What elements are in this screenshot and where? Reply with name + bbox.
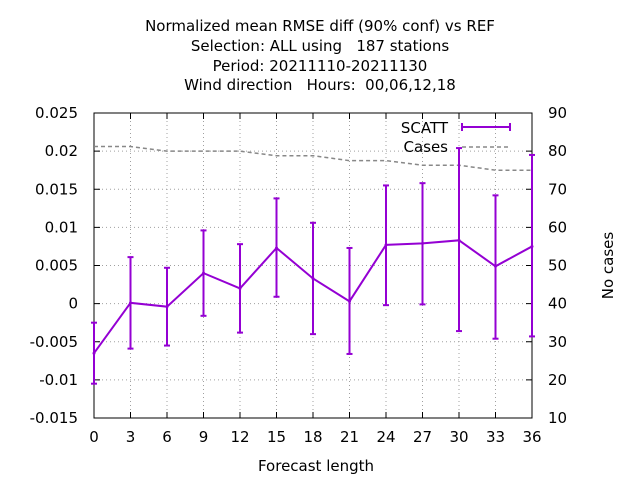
scatt-point bbox=[348, 299, 351, 303]
scatt-point bbox=[129, 301, 132, 305]
x-tick-label: 30 bbox=[449, 428, 468, 446]
x-tick-label: 9 bbox=[199, 428, 209, 446]
scatt-point bbox=[165, 305, 169, 309]
scatt-point bbox=[275, 246, 278, 250]
scatt-point bbox=[238, 286, 242, 290]
y2-tick-label: 60 bbox=[548, 218, 567, 236]
y-tick-label: 0.015 bbox=[35, 180, 78, 198]
x-tick-label: 24 bbox=[376, 428, 395, 446]
x-tick-label: 0 bbox=[89, 428, 99, 446]
legend-label-scatt: SCATT bbox=[401, 119, 449, 137]
y-tick-label: 0.025 bbox=[35, 104, 78, 122]
title-line-4: Wind direction Hours: 00,06,12,18 bbox=[184, 76, 456, 94]
y2-tick-label: 90 bbox=[548, 104, 567, 122]
scatt-point bbox=[421, 241, 424, 245]
y2-tick-label: 10 bbox=[548, 409, 567, 427]
y2-tick-label: 70 bbox=[548, 180, 567, 198]
y2-tick-label: 30 bbox=[548, 333, 567, 351]
x-tick-label: 33 bbox=[486, 428, 505, 446]
x-tick-label: 12 bbox=[230, 428, 249, 446]
title-line-3: Period: 20211110-20211130 bbox=[212, 57, 428, 75]
y-tick-label: 0.02 bbox=[45, 142, 78, 160]
legend-label-cases: Cases bbox=[403, 138, 448, 156]
y2-tick-label: 40 bbox=[548, 295, 567, 313]
scatt-point bbox=[311, 276, 315, 280]
y-tick-label: 0 bbox=[68, 295, 78, 313]
y-tick-label: -0.005 bbox=[30, 333, 78, 351]
scatt-point bbox=[92, 351, 96, 355]
y-tick-label: -0.015 bbox=[30, 409, 78, 427]
x-tick-label: 36 bbox=[522, 428, 541, 446]
scatt-point bbox=[494, 264, 497, 268]
x-tick-label: 15 bbox=[267, 428, 286, 446]
y-tick-label: 0.005 bbox=[35, 257, 78, 275]
x-tick-label: 21 bbox=[340, 428, 359, 446]
scatt-point bbox=[457, 238, 461, 242]
y2-tick-label: 50 bbox=[548, 257, 567, 275]
x-tick-label: 3 bbox=[126, 428, 136, 446]
title-line-1: Normalized mean RMSE diff (90% conf) vs … bbox=[145, 17, 495, 35]
y2-tick-label: 20 bbox=[548, 371, 567, 389]
y2-axis-label: No cases bbox=[599, 232, 617, 300]
title-line-2: Selection: ALL using 187 stations bbox=[190, 37, 450, 55]
y-tick-label: -0.01 bbox=[39, 371, 78, 389]
scatt-point bbox=[384, 243, 388, 247]
scatt-point bbox=[202, 271, 205, 275]
scatt-point bbox=[530, 244, 534, 248]
x-tick-label: 18 bbox=[303, 428, 322, 446]
cases-line bbox=[94, 145, 532, 171]
x-tick-label: 6 bbox=[162, 428, 172, 446]
x-tick-label: 27 bbox=[413, 428, 432, 446]
x-axis-label: Forecast length bbox=[258, 457, 374, 475]
y-tick-label: 0.01 bbox=[45, 218, 78, 236]
y2-tick-label: 80 bbox=[548, 142, 567, 160]
